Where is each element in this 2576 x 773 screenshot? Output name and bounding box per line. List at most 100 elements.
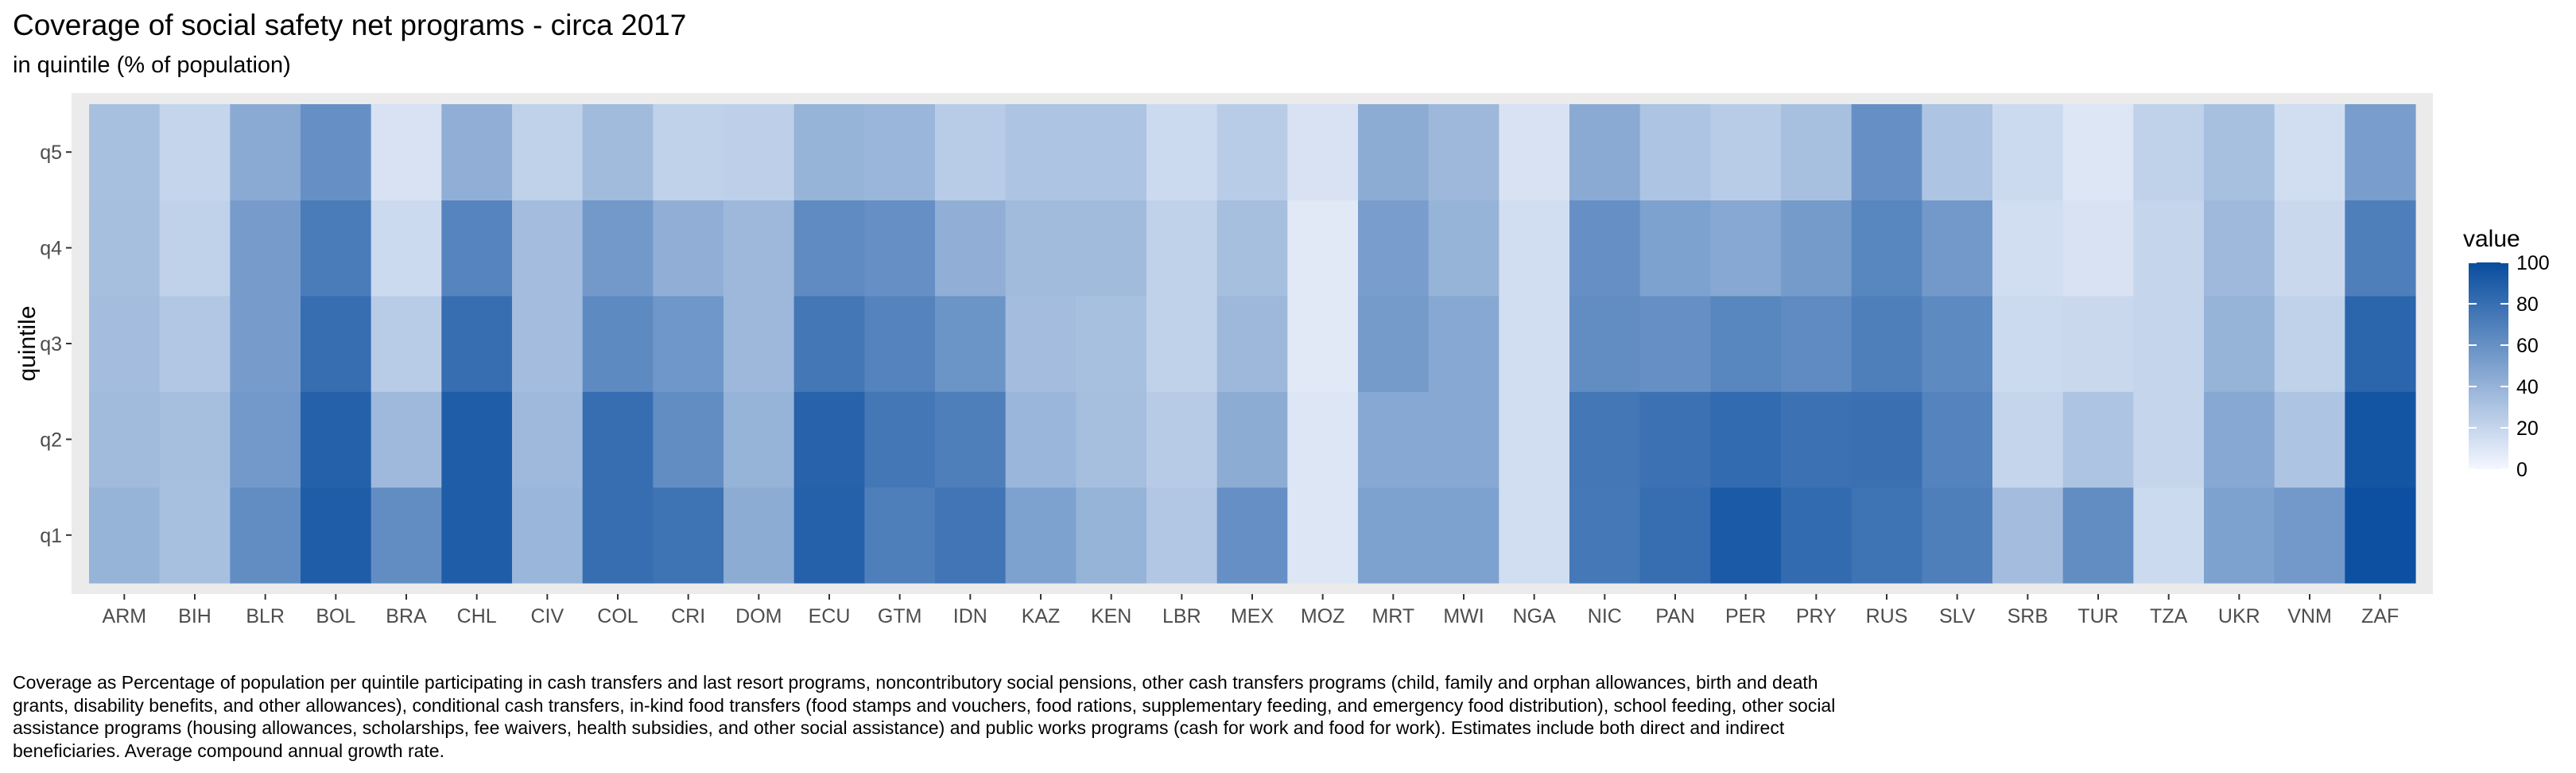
heatmap-cell-ukr-q5	[2204, 104, 2275, 200]
heatmap-cell-per-q3	[1710, 295, 1782, 392]
heatmap-cell-bih-q5	[159, 104, 231, 200]
x-tick-label-mwi: MWI	[1443, 605, 1484, 627]
x-tick-label-nga: NGA	[1513, 605, 1557, 627]
heatmap-cell-chl-q1	[441, 487, 513, 584]
heatmap-cell-mrt-q2	[1358, 391, 1430, 488]
x-tick-label-mex: MEX	[1231, 605, 1274, 627]
heatmap-cell-chl-q4	[441, 200, 513, 297]
heatmap-cell-nic-q1	[1569, 487, 1641, 584]
heatmap-cell-tza-q4	[2133, 200, 2205, 297]
heatmap-cell-ken-q2	[1076, 391, 1147, 488]
heatmap-cell-slv-q1	[1922, 487, 1993, 584]
heatmap-cell-mex-q4	[1216, 200, 1288, 297]
heatmap-cell-gtm-q3	[864, 295, 936, 392]
heatmap-cell-idn-q2	[935, 391, 1007, 488]
heatmap-cell-nga-q1	[1499, 487, 1570, 584]
heatmap-cell-vnm-q3	[2274, 295, 2345, 392]
x-tick-label-srb: SRB	[2008, 605, 2048, 627]
heatmap-cell-pry-q3	[1781, 295, 1852, 392]
x-tick-label-kaz: KAZ	[1022, 605, 1061, 627]
heatmap-cell-tur-q3	[2062, 295, 2134, 392]
chart-subtitle: in quintile (% of population)	[13, 52, 291, 78]
heatmap-cell-mrt-q5	[1358, 104, 1430, 200]
heatmap-cell-mex-q3	[1216, 295, 1288, 392]
heatmap-cell-rus-q1	[1851, 487, 1922, 584]
heatmap-cell-chl-q3	[441, 295, 513, 392]
heatmap-cell-gtm-q5	[864, 104, 936, 200]
x-tick-label-cri: CRI	[671, 605, 705, 627]
x-tick-label-bol: BOL	[316, 605, 355, 627]
x-tick-label-bra: BRA	[386, 605, 427, 627]
heatmap-cell-tur-q4	[2062, 200, 2134, 297]
heatmap-cell-nic-q3	[1569, 295, 1641, 392]
heatmap-cell-mex-q2	[1216, 391, 1288, 488]
heatmap-cell-bol-q2	[301, 391, 372, 488]
heatmap-cell-bol-q1	[301, 487, 372, 584]
heatmap-cell-nic-q2	[1569, 391, 1641, 488]
heatmap-cell-ukr-q2	[2204, 391, 2275, 488]
heatmap-cell-slv-q5	[1922, 104, 1993, 200]
y-tick-labels: q1 q2 q3 q4 q5	[40, 142, 62, 547]
heatmap-cell-rus-q2	[1851, 391, 1922, 488]
heatmap-cell-nga-q4	[1499, 200, 1570, 297]
heatmap-cell-per-q4	[1710, 200, 1782, 297]
x-tick-label-pan: PAN	[1655, 605, 1695, 627]
heatmap-cell-ecu-q1	[793, 487, 865, 584]
heatmap-cell-mwi-q5	[1428, 104, 1499, 200]
x-tick-label-tur: TUR	[2077, 605, 2118, 627]
heatmap-cell-pan-q5	[1639, 104, 1711, 200]
heatmap-cell-col-q4	[582, 200, 654, 297]
heatmap-cell-bra-q2	[370, 391, 442, 488]
heatmap-cell-pan-q2	[1639, 391, 1711, 488]
heatmap-cell-vnm-q1	[2274, 487, 2345, 584]
heatmap-cell-bih-q2	[159, 391, 231, 488]
heatmap-cell-lbr-q1	[1146, 487, 1218, 584]
heatmap-cell-blr-q5	[230, 104, 301, 200]
heatmap-cell-bih-q3	[159, 295, 231, 392]
heatmap-cell-arm-q4	[89, 200, 161, 297]
heatmap-cell-ukr-q1	[2204, 487, 2275, 584]
x-tick-label-tza: TZA	[2150, 605, 2188, 627]
heatmap-cell-civ-q3	[512, 295, 584, 392]
x-tick-label-mrt: MRT	[1371, 605, 1414, 627]
legend-label-40: 40	[2516, 376, 2539, 398]
heatmap-cell-bra-q1	[370, 487, 442, 584]
heatmap-cell-nic-q4	[1569, 200, 1641, 297]
heatmap-cells	[89, 104, 2416, 584]
heatmap-cell-bol-q3	[301, 295, 372, 392]
heatmap-cell-cri-q2	[653, 391, 724, 488]
heatmap-cell-mrt-q4	[1358, 200, 1430, 297]
heatmap-cell-zaf-q4	[2345, 200, 2416, 297]
y-tick-label-q4: q4	[40, 238, 62, 260]
heatmap-cell-ecu-q2	[793, 391, 865, 488]
heatmap-cell-blr-q2	[230, 391, 301, 488]
x-tick-label-bih: BIH	[178, 605, 211, 627]
heatmap-cell-arm-q2	[89, 391, 161, 488]
legend-label-0: 0	[2516, 459, 2528, 481]
x-tick-label-moz: MOZ	[1301, 605, 1345, 627]
heatmap-cell-per-q5	[1710, 104, 1782, 200]
y-tick-marks	[66, 151, 72, 536]
x-tick-label-per: PER	[1725, 605, 1766, 627]
y-tick-label-q1: q1	[40, 525, 62, 547]
x-tick-label-slv: SLV	[1939, 605, 1976, 627]
heatmap-cell-dom-q2	[724, 391, 795, 488]
heatmap-cell-mwi-q1	[1428, 487, 1499, 584]
x-tick-label-ken: KEN	[1091, 605, 1131, 627]
heatmap-cell-ecu-q3	[793, 295, 865, 392]
x-tick-label-idn: IDN	[953, 605, 987, 627]
heatmap-cell-rus-q4	[1851, 200, 1922, 297]
heatmap-cell-srb-q5	[1992, 104, 2064, 200]
legend-ticks: 0 20 40 60 80 100	[2469, 252, 2550, 481]
heatmap-cell-dom-q5	[724, 104, 795, 200]
heatmap-cell-ecu-q5	[793, 104, 865, 200]
heatmap-cell-col-q2	[582, 391, 654, 488]
heatmap-cell-ken-q1	[1076, 487, 1147, 584]
x-tick-marks	[123, 594, 2381, 600]
heatmap-cell-kaz-q5	[1005, 104, 1077, 200]
heatmap-cell-bra-q4	[370, 200, 442, 297]
heatmap-cell-gtm-q4	[864, 200, 936, 297]
x-tick-label-ecu: ECU	[809, 605, 851, 627]
heatmap-cell-arm-q3	[89, 295, 161, 392]
x-tick-label-gtm: GTM	[878, 605, 922, 627]
